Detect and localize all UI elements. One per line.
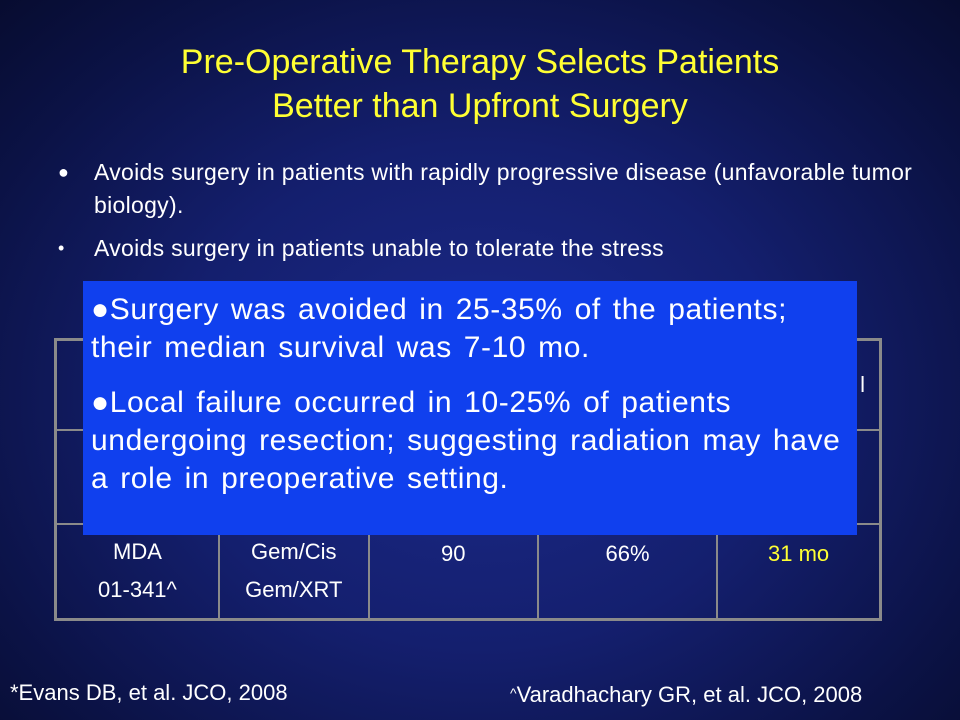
bullet-dot-icon: ● <box>58 162 70 182</box>
table-row: MDA 01-341^ Gem/Cis Gem/XRT 90 66% 31 mo <box>54 522 882 621</box>
regimen-line: Gem/XRT <box>245 577 343 603</box>
reference-left: *Evans DB, et al. JCO, 2008 <box>10 680 288 705</box>
callout-point: ●Local failure occurred in 10-25% of pat… <box>91 386 841 495</box>
callout-point: ●Surgery was avoided in 25-35% of the pa… <box>91 293 788 364</box>
resected-cell: 66% <box>536 522 719 621</box>
bullet-list: ● Avoids surgery in patients with rapidl… <box>58 156 918 265</box>
header-fragment: l <box>860 371 865 397</box>
reference-right: ^Varadhachary GR, et al. JCO, 2008 <box>510 682 862 708</box>
trial-id: 01-341^ <box>98 577 177 603</box>
regimen-cell: Gem/Cis Gem/XRT <box>217 522 370 621</box>
bullet-item: • Avoids surgery in patients unable to t… <box>58 232 918 265</box>
slide-title: Pre-Operative Therapy Selects Patients B… <box>0 40 960 128</box>
bullet-dot-icon: • <box>58 238 65 258</box>
bullet-item: ● Avoids surgery in patients with rapidl… <box>58 156 918 222</box>
institution-cell: MDA 01-341^ <box>54 522 220 621</box>
regimen-line: Gem/Cis <box>250 539 337 565</box>
survival-cell: 31 mo <box>716 522 882 621</box>
caret-marker: ^ <box>510 685 517 701</box>
title-line-2: Better than Upfront Surgery <box>272 87 688 125</box>
institution-name: MDA <box>113 539 162 565</box>
reference-right-text: Varadhachary GR, et al. JCO, 2008 <box>516 682 863 707</box>
patient-count-cell: 90 <box>367 522 539 621</box>
bullet-text: Avoids surgery in patients with rapidly … <box>94 159 913 218</box>
callout-box: ●Surgery was avoided in 25-35% of the pa… <box>83 281 857 535</box>
title-line-1: Pre-Operative Therapy Selects Patients <box>180 43 780 81</box>
bullet-text: Avoids surgery in patients unable to tol… <box>94 235 664 261</box>
